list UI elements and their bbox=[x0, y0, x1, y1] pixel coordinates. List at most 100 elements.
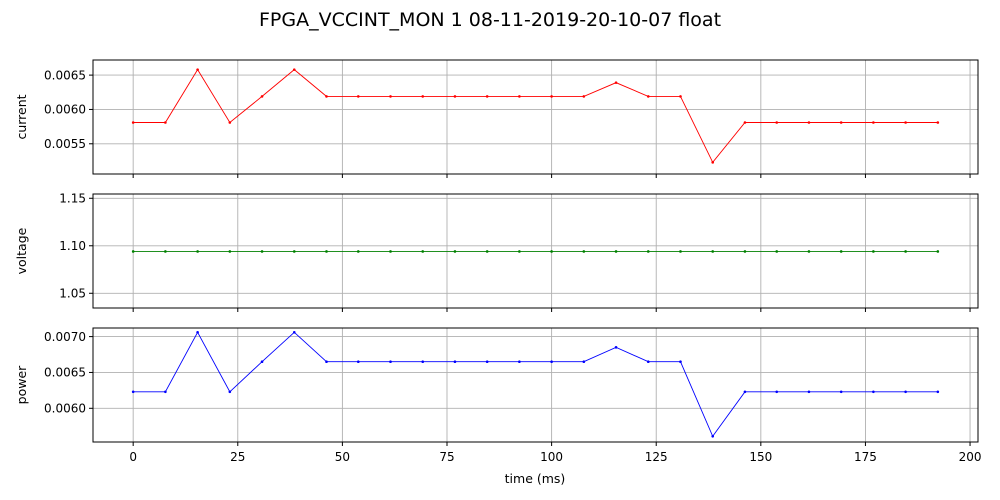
x-ticks bbox=[132, 308, 971, 312]
axes-frame bbox=[92, 193, 979, 309]
subplot-voltage: 1.05 1.10 1.15 voltage bbox=[14, 191, 979, 312]
data-point bbox=[131, 121, 135, 124]
y-ticks: 1.05 1.10 1.15 bbox=[59, 191, 93, 300]
data-point bbox=[518, 95, 521, 98]
data-point bbox=[485, 360, 489, 363]
data-point bbox=[518, 360, 521, 363]
data-point bbox=[582, 250, 586, 253]
data-point bbox=[646, 95, 650, 98]
x-tick-label: 25 bbox=[230, 450, 245, 464]
gridlines bbox=[93, 194, 978, 308]
data-point bbox=[936, 250, 940, 253]
data-point bbox=[164, 390, 167, 394]
data-point bbox=[582, 95, 586, 98]
x-tick-label: 200 bbox=[959, 450, 982, 464]
data-point bbox=[260, 250, 264, 253]
data-point bbox=[131, 250, 135, 253]
data-point bbox=[550, 360, 553, 363]
x-tick-label: 125 bbox=[645, 450, 668, 464]
y-tick-label: 0.0055 bbox=[44, 137, 86, 151]
data-point bbox=[228, 250, 232, 253]
axes-frame bbox=[92, 327, 979, 443]
x-tick-label: 100 bbox=[540, 450, 563, 464]
data-point bbox=[839, 250, 843, 253]
data-point bbox=[679, 95, 682, 98]
data-point bbox=[485, 95, 489, 98]
gridlines bbox=[93, 328, 978, 442]
data-point bbox=[711, 250, 715, 253]
data-point bbox=[550, 250, 553, 253]
data-point bbox=[646, 250, 650, 253]
data-point bbox=[904, 121, 907, 124]
series-line-current bbox=[133, 68, 938, 164]
data-point bbox=[228, 121, 232, 124]
data-point bbox=[164, 121, 167, 124]
data-point bbox=[679, 360, 682, 363]
y-ticks: 0.0060 0.0065 0.0070 bbox=[44, 330, 93, 416]
data-point bbox=[453, 360, 457, 363]
x-tick-label: 50 bbox=[335, 450, 350, 464]
series-points-current bbox=[131, 68, 940, 164]
data-point bbox=[389, 95, 392, 98]
data-point bbox=[453, 250, 457, 253]
data-point bbox=[325, 360, 328, 363]
data-point bbox=[743, 390, 747, 394]
subplot-power: 0 25 50 75 100 125 150 175 200 0.0060 0.0065 0.0070… bbox=[14, 327, 982, 464]
gridlines bbox=[93, 60, 978, 174]
y-tick-label: 1.05 bbox=[59, 286, 86, 300]
data-point bbox=[260, 360, 264, 363]
y-tick-label: 0.0060 bbox=[44, 103, 86, 117]
data-point bbox=[196, 250, 199, 253]
data-point bbox=[164, 250, 167, 253]
series-points-voltage bbox=[131, 250, 940, 253]
chart-title: FPGA_VCCINT_MON 1 08-11-2019-20-10-07 fl… bbox=[259, 9, 721, 31]
data-point bbox=[646, 360, 650, 363]
y-tick-label: 1.10 bbox=[59, 239, 86, 253]
data-point bbox=[807, 390, 811, 394]
subplot-current: 0.0055 0.0060 0.0065 current bbox=[14, 59, 979, 178]
data-point bbox=[872, 250, 875, 253]
data-point bbox=[904, 390, 907, 394]
data-point bbox=[389, 250, 392, 253]
y-axis-label: voltage bbox=[14, 227, 29, 274]
y-tick-label: 0.0065 bbox=[44, 68, 86, 82]
data-point bbox=[325, 95, 328, 98]
data-point bbox=[743, 250, 747, 253]
data-point bbox=[807, 121, 811, 124]
data-point bbox=[743, 121, 747, 124]
data-point bbox=[356, 250, 360, 253]
x-axis-label: time (ms) bbox=[505, 471, 566, 486]
data-point bbox=[292, 331, 296, 334]
data-point bbox=[196, 68, 199, 71]
series-points-power bbox=[131, 331, 940, 438]
data-point bbox=[936, 390, 940, 394]
data-point bbox=[550, 95, 553, 98]
data-point bbox=[839, 121, 843, 124]
subplots: 0.0055 0.0060 0.0065 current 1.05 1.10 1.15 vol… bbox=[14, 59, 982, 464]
data-point bbox=[421, 250, 425, 253]
axes-frame bbox=[92, 59, 979, 175]
series-line-power bbox=[133, 331, 938, 438]
data-point bbox=[421, 95, 425, 98]
data-point bbox=[292, 68, 296, 71]
data-point bbox=[389, 360, 392, 363]
data-point bbox=[872, 390, 875, 394]
data-point bbox=[453, 95, 457, 98]
data-point bbox=[421, 360, 425, 363]
data-point bbox=[807, 250, 811, 253]
y-axis-label: current bbox=[14, 94, 29, 139]
data-point bbox=[711, 434, 715, 438]
x-ticks: 0 25 50 75 100 125 150 175 200 bbox=[129, 442, 982, 464]
data-point bbox=[775, 390, 779, 394]
data-point bbox=[356, 95, 360, 98]
data-point bbox=[936, 121, 940, 124]
data-point bbox=[614, 81, 618, 84]
data-point bbox=[775, 250, 779, 253]
data-point bbox=[260, 95, 264, 98]
data-point bbox=[839, 390, 843, 394]
data-point bbox=[196, 331, 199, 334]
x-ticks bbox=[132, 174, 971, 178]
y-axis-label: power bbox=[14, 365, 29, 404]
data-point bbox=[904, 250, 907, 253]
y-tick-label: 1.15 bbox=[59, 191, 86, 205]
